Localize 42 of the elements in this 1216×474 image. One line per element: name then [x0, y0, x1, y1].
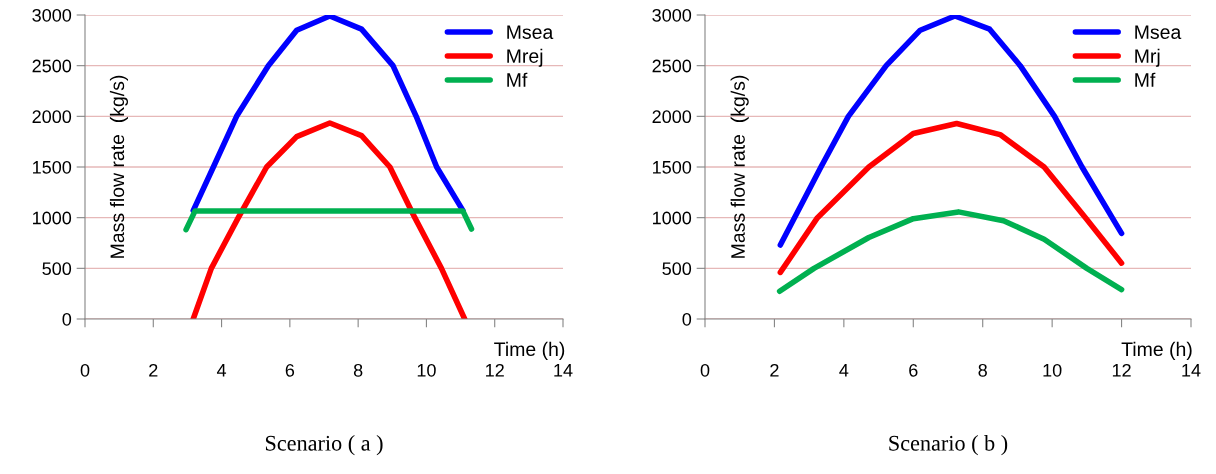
y-tick-label: 2000 — [652, 110, 692, 124]
y-tick-label: 2500 — [32, 59, 72, 73]
x-tick-label: 0 — [80, 363, 90, 377]
y-tick-label: 3000 — [652, 8, 692, 22]
legend-label: Mf — [1135, 72, 1156, 87]
legend-label: Msea — [1135, 25, 1182, 39]
x-tick-label: 4 — [216, 364, 227, 377]
y-axis-title: Mass flow rate (kg/s) — [730, 75, 749, 258]
y-tick-label: 500 — [662, 262, 692, 276]
y-tick-label: 3000 — [32, 8, 72, 22]
x-axis-title: Time (h) — [1121, 341, 1192, 360]
legend-label: Mrj — [1135, 48, 1160, 67]
x-tick-label: 14 — [554, 364, 573, 377]
x-tick-label: 6 — [909, 363, 918, 377]
y-tick-label: 2000 — [32, 110, 72, 124]
text: Scenario ( a ) — [265, 435, 383, 456]
x-tick-label: 8 — [978, 363, 987, 377]
y-axis-title: Mass flow rate (kg/s) — [109, 75, 129, 258]
x-tick-label: 4 — [839, 364, 849, 377]
x-tick-label: 12 — [1112, 363, 1131, 377]
x-tick-label: 10 — [1043, 363, 1062, 377]
text: Scenario ( b ) — [889, 435, 1008, 456]
y-tick-label: 1000 — [33, 211, 72, 225]
y-tick-label: 0 — [682, 312, 692, 326]
y-tick-label: 1000 — [653, 211, 692, 225]
x-tick-label: 8 — [353, 363, 363, 377]
x-tick-label: 2 — [149, 363, 158, 377]
y-tick-label: 1500 — [33, 160, 72, 174]
y-tick-label: 500 — [42, 262, 72, 276]
legend-label: Mrej — [507, 48, 543, 67]
y-tick-label: 0 — [62, 312, 72, 326]
x-axis-title: Time (h) — [494, 341, 565, 360]
y-tick-label: 1500 — [653, 160, 692, 174]
x-tick-label: 10 — [417, 363, 436, 377]
x-tick-label: 0 — [700, 363, 710, 377]
x-tick-label: 6 — [285, 363, 295, 377]
x-tick-label: 12 — [486, 363, 504, 377]
legend-label: Mf — [507, 72, 528, 87]
legend-label: Msea — [507, 25, 554, 39]
x-tick-label: 2 — [770, 363, 779, 377]
x-tick-label: 14 — [1182, 364, 1201, 377]
y-tick-label: 2500 — [652, 59, 692, 73]
